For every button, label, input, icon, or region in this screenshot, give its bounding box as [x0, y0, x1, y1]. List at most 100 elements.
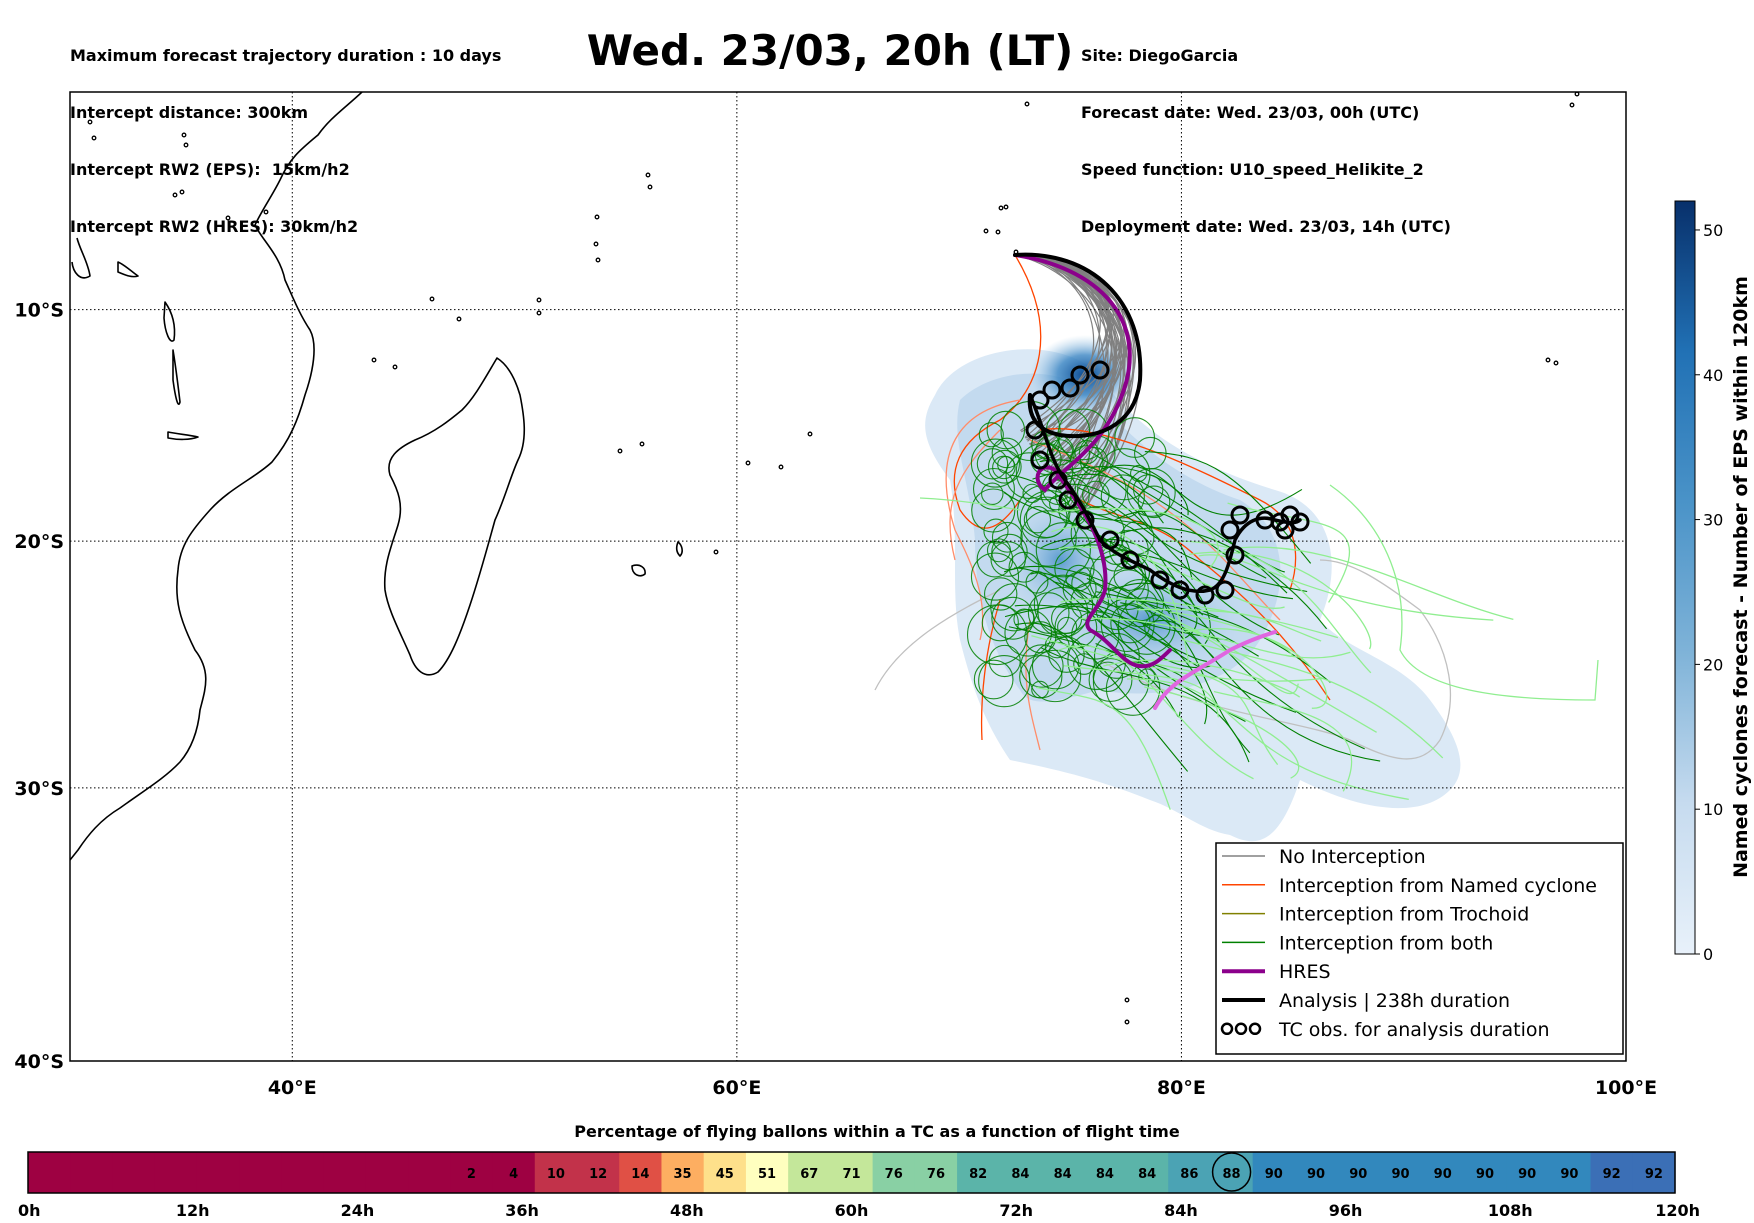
flight-time-cell: [281, 1152, 325, 1193]
island: [263, 209, 269, 215]
both-interception-track: [983, 577, 1018, 611]
flight-time-label: 36h: [505, 1201, 539, 1220]
both-interception-track: [1008, 626, 1184, 679]
flight-time-cell: [1632, 1152, 1676, 1193]
flight-time-value: 67: [800, 1167, 818, 1182]
both-interception-track: [987, 449, 1022, 484]
both-interception-track: [1041, 537, 1150, 591]
legend-label: TC obs. for analysis duration: [1278, 1019, 1550, 1041]
longitude-label: 80°E: [1157, 1077, 1206, 1099]
island: [745, 460, 751, 466]
flight-time-cell: [872, 1152, 916, 1193]
map-area: [70, 92, 1626, 1061]
island: [998, 205, 1004, 211]
tc-observation-symbol: [1025, 420, 1045, 440]
flight-time-value: 90: [1434, 1167, 1452, 1182]
flight-time-value: 2: [467, 1167, 476, 1182]
latitude-label: 40°S: [14, 1051, 64, 1073]
island: [593, 241, 599, 247]
island: [639, 441, 645, 447]
island: [1553, 360, 1559, 366]
tc-observation-symbol: [1100, 530, 1120, 550]
flight-time-label: 72h: [999, 1201, 1033, 1220]
param-intercept-distance: Intercept distance: 300km: [70, 103, 309, 122]
island: [595, 257, 601, 263]
island: [392, 364, 398, 370]
legend-label: Interception from Named cyclone: [1279, 875, 1597, 897]
tc-observation-symbol: [1058, 490, 1078, 510]
island: [807, 431, 813, 437]
tc-observation-symbol: [1120, 550, 1140, 570]
tc-observation-symbol: [1030, 450, 1050, 470]
tc-observation-symbol: [1225, 545, 1245, 565]
both-interception-track: [973, 659, 1014, 700]
map-frame: [69, 91, 1627, 1062]
flight-time-cell: [914, 1152, 958, 1193]
both-interception-track: [1198, 554, 1494, 621]
both-interception-track: [1329, 484, 1599, 701]
tc-observation-symbol: [1060, 378, 1080, 398]
island: [87, 119, 93, 125]
flight-time-value: 76: [885, 1167, 903, 1182]
both-interception-track: [1082, 480, 1110, 509]
flight-time-cell: [788, 1152, 831, 1193]
both-interception-track: [1003, 565, 1218, 662]
flight-bar-title: Percentage of flying ballons within a TC…: [574, 1122, 1180, 1141]
island: [1569, 102, 1575, 108]
flight-time-bar: Percentage of flying ballons within a TC…: [18, 1122, 1700, 1220]
flight-time-cell: [1126, 1152, 1169, 1193]
flight-time-value: 90: [1307, 1167, 1325, 1182]
flight-time-value: 76: [927, 1167, 945, 1182]
hres-track: [1153, 630, 1277, 710]
no-interception-track: [1014, 254, 1114, 471]
both-interception-track: [1114, 510, 1267, 579]
named-cyclone-interception-track: [945, 399, 1021, 641]
mauritius-coastline: [631, 564, 646, 577]
both-interception-track: [1092, 661, 1124, 693]
island: [995, 229, 1001, 235]
forecast-date: Forecast date: Wed. 23/03, 00h (UTC): [1081, 103, 1420, 122]
tc-observation-symbol: [1195, 585, 1215, 605]
flight-time-cell: [28, 1152, 71, 1193]
flight-time-cell: [365, 1152, 409, 1193]
both-interception-track: [1020, 644, 1064, 688]
legend-label: HRES: [1279, 961, 1331, 983]
both-interception-track: [1081, 539, 1211, 644]
flight-bar-frame: [27, 1151, 1676, 1194]
flight-time-label: 96h: [1329, 1201, 1363, 1220]
both-interception-track: [1069, 445, 1104, 480]
current-time-marker: [1211, 1152, 1252, 1192]
colorbar-tick-label: 40: [1703, 366, 1723, 385]
legend-label: Analysis | 238h duration: [1279, 990, 1510, 1012]
flight-time-label: 108h: [1488, 1201, 1533, 1220]
flight-time-value: 90: [1518, 1167, 1536, 1182]
latitude-label: 10°S: [14, 300, 64, 322]
hres-track: [1013, 253, 1172, 669]
island: [225, 215, 231, 221]
both-interception-track: [1142, 619, 1381, 762]
flight-time-value: 82: [969, 1167, 987, 1182]
island: [179, 189, 185, 195]
longitude-label: 40°E: [268, 1077, 317, 1099]
colorbar-tick-label: 50: [1703, 221, 1723, 240]
flight-time-cell: [661, 1152, 705, 1193]
coastlines: [70, 92, 1580, 1025]
both-interception-track: [1126, 678, 1409, 801]
both-interception-track: [1108, 582, 1365, 750]
both-interception-track: [1137, 485, 1171, 519]
colorbar-gradient: [1674, 200, 1696, 955]
both-interception-track: [1053, 581, 1208, 725]
both-interception-track: [1013, 608, 1036, 631]
flight-time-cell: [619, 1152, 663, 1193]
legend-label: No Interception: [1279, 846, 1426, 868]
island: [181, 132, 187, 138]
legend-label: Interception from Trochoid: [1279, 904, 1529, 926]
both-interception-track: [986, 410, 1026, 450]
flight-time-value: 10: [547, 1167, 565, 1182]
flight-time-value: 92: [1603, 1167, 1621, 1182]
both-interception-track: [1180, 638, 1444, 759]
flight-time-value: 35: [674, 1167, 692, 1182]
tc-observation-symbol: [1150, 570, 1170, 590]
both-interception-track: [1125, 588, 1158, 622]
